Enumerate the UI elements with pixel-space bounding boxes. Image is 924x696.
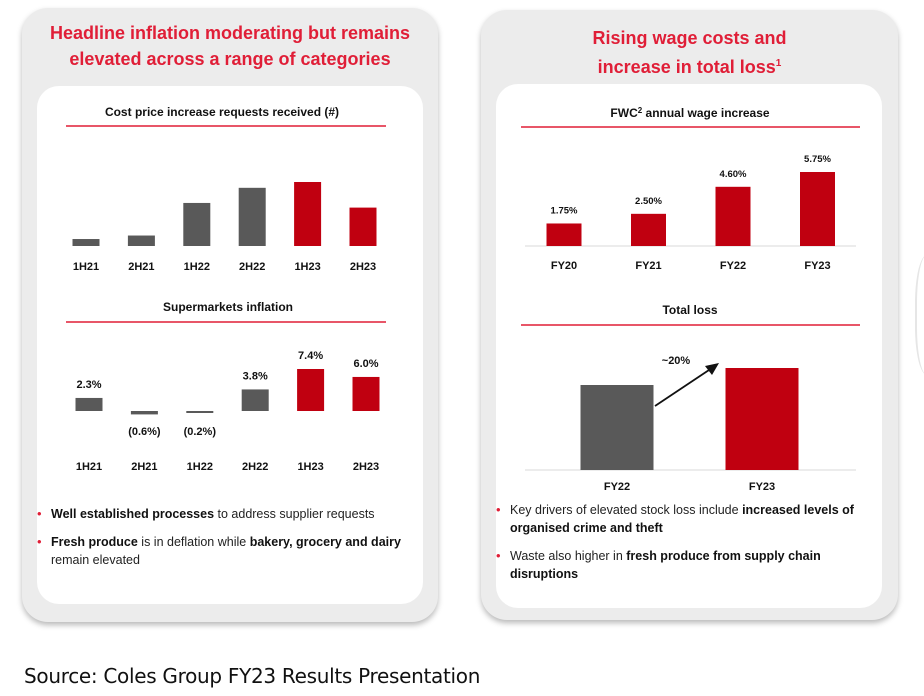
supermarket-inflation-label-1H22: (0.2%)	[184, 426, 217, 438]
fwc-wage-label-FY23: 5.75%	[804, 154, 831, 165]
right-title-footnote: 1	[775, 58, 782, 69]
fwc-wage-tick-FY23: FY23	[804, 260, 830, 272]
cost-price-tick-2H23: 2H23	[350, 261, 376, 273]
total-loss-bar-FY22	[580, 385, 654, 470]
left-title-line2: elevated across a range of categories	[69, 49, 391, 69]
supermarket-inflation-tick-2H21: 2H21	[131, 461, 157, 473]
cost-price-tick-1H21: 1H21	[73, 261, 99, 273]
left-bullet-1: Well established processes to address su…	[33, 505, 403, 523]
right-title-line1: Rising wage costs and	[592, 28, 787, 48]
supermarket-inflation-bar-1H21	[75, 397, 103, 411]
cost-price-title: Cost price increase requests received (#…	[105, 105, 339, 119]
supermarket-inflation-bar-2H21	[130, 411, 158, 415]
left-bullet-1-bold: Well established processes	[51, 507, 215, 521]
left-bullet-1-text: to address supplier requests	[214, 507, 375, 521]
fwc-wage-label-FY21: 2.50%	[635, 196, 662, 207]
cost-price-bar-2H22	[238, 187, 266, 246]
right-bullet-2-bold: fresh produce from supply chain disrupti…	[510, 549, 821, 581]
cost-price-bar-2H21	[127, 235, 155, 246]
total-loss-arrow-head	[705, 363, 719, 375]
supermarket-inflation-title: Supermarkets inflation	[163, 300, 293, 314]
supermarket-inflation-label-2H21: (0.6%)	[128, 426, 161, 438]
supermarket-inflation-label-1H23: 7.4%	[298, 350, 323, 362]
right-title-line2: increase in total loss1	[481, 51, 898, 80]
left-bullet-2-bold2: bakery, grocery and dairy	[249, 535, 401, 549]
right-bullet-2: Waste also higher in fresh produce from …	[492, 547, 882, 583]
left-bullet-2-bold: Fresh produce	[51, 535, 138, 549]
left-bullet-2: Fresh produce is in deflation while bake…	[33, 533, 403, 569]
source-caption: Source: Coles Group FY23 Results Present…	[24, 664, 481, 688]
supermarket-inflation-tick-1H23: 1H23	[297, 461, 323, 473]
fwc-wage-title: FWC2 annual wage increase	[610, 106, 769, 120]
fwc-wage-tick-FY21: FY21	[635, 260, 661, 272]
total-loss-bar-FY23	[725, 368, 799, 470]
cost-price-bar-1H23	[294, 182, 322, 246]
left-title-line1: Headline inflation moderating but remain…	[49, 23, 411, 43]
cost-price-bar-2H23	[349, 207, 377, 246]
total-loss-title: Total loss	[662, 303, 717, 317]
left-bullet-list: Well established processes to address su…	[33, 505, 403, 579]
right-bullet-1-bold: increased levels of organised crime and …	[510, 503, 854, 535]
cropped-edge-shape	[915, 255, 924, 375]
fwc-wage-label-FY20: 1.75%	[551, 205, 578, 216]
supermarket-inflation-bar-2H22	[241, 389, 269, 411]
supermarket-inflation-tick-1H22: 1H22	[187, 461, 213, 473]
total-loss-annotation: ~20%	[662, 355, 691, 367]
supermarket-inflation-tick-1H21: 1H21	[76, 461, 102, 473]
cost-price-tick-1H23: 1H23	[294, 261, 320, 273]
right-bullet-2-text: Waste also higher in	[510, 549, 627, 563]
left-bullet-2-mid: is in deflation while	[137, 535, 250, 549]
cost-price-bar-1H22	[183, 202, 211, 246]
fwc-wage-bar-FY22	[715, 186, 751, 246]
supermarket-inflation-tick-2H23: 2H23	[353, 461, 379, 473]
supermarket-inflation-bar-1H22	[186, 411, 214, 413]
total-loss-tick-FY23: FY23	[749, 481, 775, 493]
supermarket-inflation-tick-2H22: 2H22	[242, 461, 268, 473]
supermarket-inflation-label-2H22: 3.8%	[243, 370, 268, 382]
fwc-wage-bar-FY21	[631, 213, 666, 246]
cost-price-tick-2H22: 2H22	[239, 261, 265, 273]
total-loss-tick-FY22: FY22	[604, 481, 630, 493]
left-bullet-2-text: remain elevated	[51, 553, 140, 567]
supermarket-inflation-label-1H21: 2.3%	[76, 379, 101, 391]
fwc-wage-bar-FY20	[546, 223, 582, 246]
fwc-wage-bar-FY23	[800, 172, 835, 246]
left-panel-title: Headline inflation moderating but remain…	[22, 20, 438, 72]
right-title-line2-text: increase in total loss	[597, 57, 776, 77]
right-bullet-1: Key drivers of elevated stock loss inclu…	[492, 501, 882, 537]
supermarket-inflation-bar-1H23	[297, 369, 325, 411]
supermarket-inflation-label-2H23: 6.0%	[353, 358, 378, 370]
cost-price-tick-1H22: 1H22	[184, 261, 210, 273]
fwc-wage-label-FY22: 4.60%	[720, 169, 747, 180]
cost-price-tick-2H21: 2H21	[128, 261, 154, 273]
total-loss-arrow-line	[654, 367, 713, 407]
cost-price-bar-1H21	[72, 239, 100, 246]
supermarket-inflation-bar-2H23	[352, 376, 380, 411]
fwc-wage-tick-FY20: FY20	[551, 260, 577, 272]
fwc-wage-tick-FY22: FY22	[720, 260, 746, 272]
right-bullet-1-text: Key drivers of elevated stock loss inclu…	[510, 503, 743, 517]
right-bullet-list: Key drivers of elevated stock loss inclu…	[492, 501, 882, 593]
right-panel-title: Rising wage costs and increase in total …	[481, 25, 898, 80]
